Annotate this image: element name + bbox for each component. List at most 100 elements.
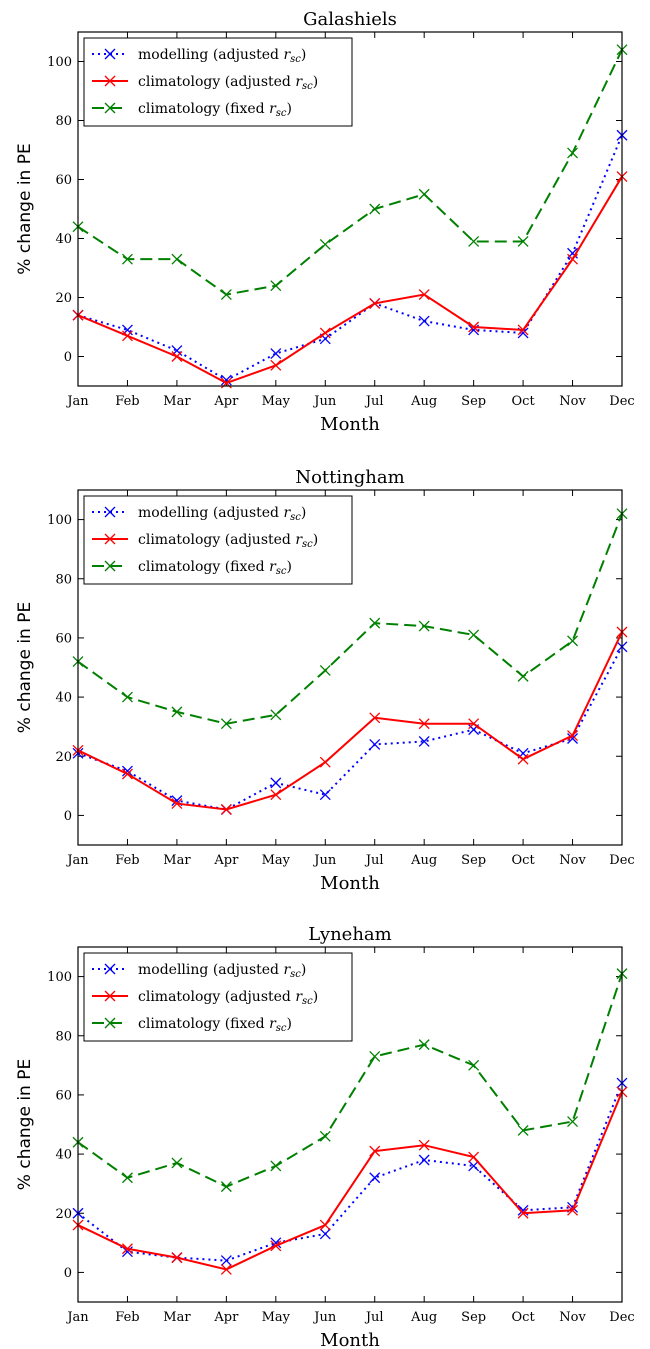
data-point (517, 670, 529, 682)
series-line-2 (77, 176, 623, 385)
data-point (319, 1219, 331, 1231)
legend-marker (104, 963, 116, 975)
plot-frame (77, 489, 623, 846)
data-point (319, 238, 331, 250)
y-tick-label: 0 (64, 1266, 72, 1281)
data-point (517, 753, 529, 765)
x-tick-label: Oct (512, 1310, 536, 1325)
legend-item-3: climatology (fixed rsc) (92, 559, 292, 577)
data-point (369, 617, 381, 629)
data-point (369, 297, 381, 309)
legend-marker (104, 990, 116, 1002)
x-tick-label: Feb (115, 853, 139, 868)
y-tick-label: 80 (55, 572, 72, 587)
data-point (220, 804, 232, 815)
x-tick-label: Jan (65, 1310, 89, 1325)
data-point (567, 733, 579, 744)
x-tick-label: Aug (410, 394, 437, 409)
data-point (121, 765, 133, 777)
legend-box (83, 37, 353, 127)
data-point (418, 1139, 430, 1151)
x-tick-label: Mar (163, 394, 191, 409)
legend-marker (104, 48, 116, 60)
data-point (121, 768, 133, 780)
y-tick-label: 40 (55, 232, 72, 247)
legend-marker (104, 560, 116, 572)
data-point (468, 718, 480, 730)
data-point (418, 735, 430, 747)
x-tick-label: Feb (115, 394, 139, 409)
data-point (220, 718, 232, 730)
plot-frame (77, 946, 623, 1303)
data-point (220, 1181, 232, 1193)
legend-item-1: modelling (adjusted rsc) (92, 47, 306, 65)
data-point (319, 756, 331, 768)
data-point (270, 359, 282, 371)
data-point (468, 1151, 480, 1163)
y-tick-label: 0 (64, 350, 72, 365)
data-point (567, 635, 579, 647)
series-line-1 (77, 646, 623, 811)
data-point (171, 1252, 183, 1264)
data-point (418, 718, 430, 730)
chart-panel-3: Lyneham 0 20 40 60 80 100 Jan Feb Mar Apr May Jun Jul… (15, 924, 635, 1349)
data-point (121, 253, 133, 265)
data-point (270, 280, 282, 292)
x-tick-label: Dec (609, 394, 634, 409)
data-point (517, 235, 529, 247)
data-point (567, 147, 579, 159)
data-point (121, 1243, 133, 1255)
legend-label: climatology (fixed rsc) (138, 101, 292, 119)
x-tick-label: Apr (213, 394, 239, 409)
x-tick-label: Sep (461, 853, 486, 868)
series-line-3 (77, 49, 623, 296)
x-tick-label: Jan (65, 394, 89, 409)
legend-label: climatology (fixed rsc) (138, 559, 292, 577)
data-point (468, 321, 480, 333)
data-point (270, 777, 282, 789)
y-tick-label: 20 (55, 291, 72, 306)
legend-item-3: climatology (fixed rsc) (92, 1016, 292, 1034)
legend-label: modelling (adjusted rsc) (138, 962, 306, 980)
data-point (121, 1172, 133, 1184)
data-point (567, 1204, 579, 1216)
data-point (319, 1228, 331, 1240)
legend-item-1: modelling (adjusted rsc) (92, 962, 306, 980)
chart-title: Lyneham (308, 924, 391, 945)
x-tick-label: Jun (312, 1310, 337, 1325)
x-tick-label: Mar (163, 1310, 191, 1325)
data-point (418, 1154, 430, 1166)
data-point (220, 374, 232, 386)
data-point (319, 664, 331, 676)
data-point (270, 1237, 282, 1249)
x-tick-label: Jun (312, 853, 337, 868)
y-axis-label: % change in PE (15, 602, 35, 733)
data-point (270, 1160, 282, 1172)
series-line-3 (77, 973, 623, 1188)
x-tick-label: Nov (559, 394, 586, 409)
data-point (567, 730, 579, 742)
y-tick-label: 60 (55, 173, 72, 188)
data-point (121, 330, 133, 342)
y-tick-label: 60 (55, 1088, 72, 1103)
x-axis-label: Month (320, 873, 380, 894)
x-tick-label: Jan (65, 853, 89, 868)
legend-box (83, 495, 353, 585)
data-point (567, 253, 579, 265)
x-tick-label: Oct (512, 853, 536, 868)
y-tick-label: 80 (55, 114, 72, 129)
y-tick-label: 0 (64, 809, 72, 824)
chart-panel-1: Galashiels 0 20 40 60 80 100 Jan Feb Mar Apr May Jun… (15, 9, 635, 435)
legend: modelling (adjusted rsc) climatology (adj… (83, 952, 353, 1042)
x-tick-label: Sep (461, 1310, 486, 1325)
series-line-1 (77, 134, 623, 382)
chart-title: Nottingham (295, 467, 404, 488)
data-point (270, 348, 282, 360)
data-point (517, 1124, 529, 1136)
legend: modelling (adjusted rsc) climatology (adj… (83, 495, 353, 585)
x-tick-label: Feb (115, 1310, 139, 1325)
x-axis-label: Month (320, 414, 380, 435)
y-tick-label: 60 (55, 631, 72, 646)
data-point (369, 1172, 381, 1184)
